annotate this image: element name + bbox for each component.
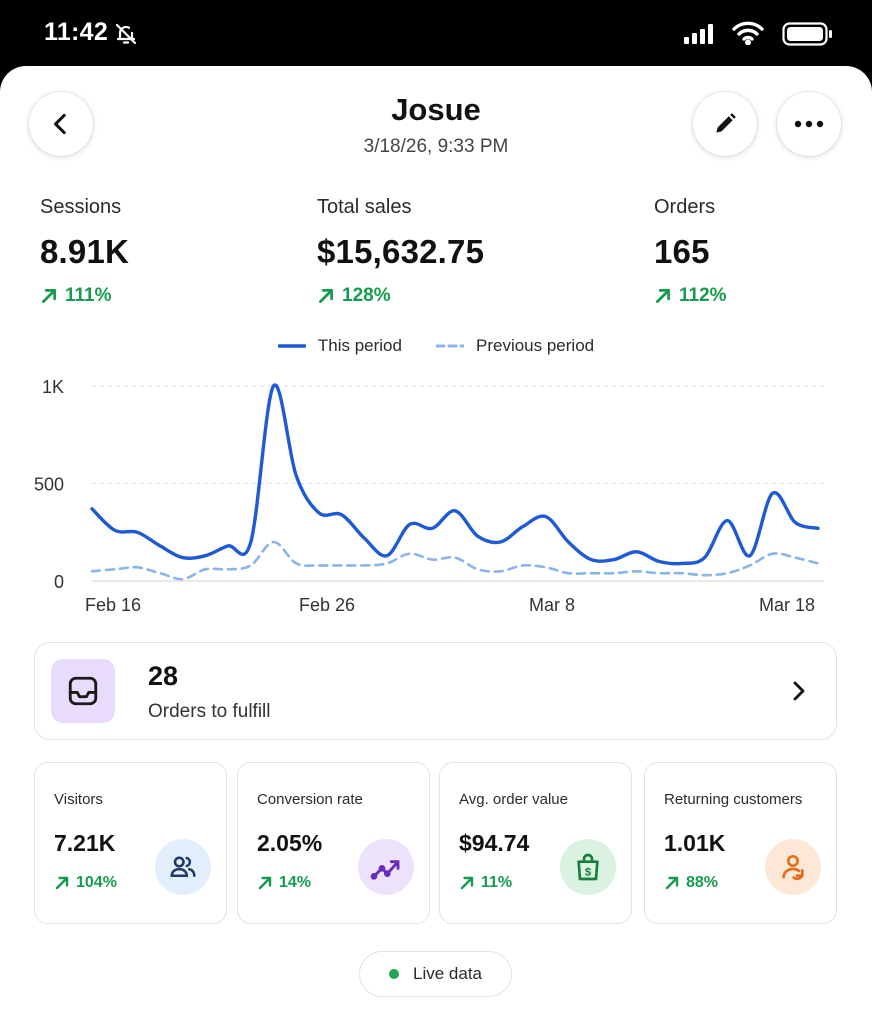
returning-user-icon (765, 839, 821, 895)
stat-value: 2.05% (257, 830, 323, 856)
back-button[interactable] (29, 92, 93, 156)
legend-swatch-solid (277, 344, 306, 348)
stat-card-visitors[interactable]: Visitors 7.21K 104% (34, 762, 227, 924)
stat-card-returning-customers[interactable]: Returning customers 1.01K 88% (644, 762, 837, 924)
metric-label: Total sales (317, 196, 412, 218)
live-data-indicator[interactable]: Live data (359, 951, 512, 997)
stat-change-value: 88% (686, 874, 719, 891)
y-tick-label: 500 (34, 475, 64, 495)
stat-label: Returning customers (664, 791, 803, 808)
arrow-up-right-icon (55, 876, 69, 890)
metric-orders[interactable]: Orders 165 112% (654, 196, 727, 307)
metric-change-value: 112% (679, 285, 727, 306)
stat-value: $94.74 (459, 830, 530, 856)
x-tick-label: Mar 8 (529, 595, 575, 615)
series-line-this-period (90, 383, 820, 566)
arrow-up-right-icon (42, 289, 56, 303)
metric-sessions[interactable]: Sessions 8.91K 111% (40, 196, 129, 307)
arrow-up-right-icon (258, 876, 272, 890)
battery-icon (782, 22, 834, 51)
inbox-icon (51, 659, 115, 723)
svg-text:$: $ (585, 866, 592, 878)
live-status-dot (389, 969, 399, 979)
page-title: Josue (391, 92, 481, 127)
legend-item-this-period[interactable]: This period (277, 336, 402, 356)
status-time: 11:42 (44, 18, 109, 46)
x-tick-label: Feb 16 (85, 595, 141, 615)
stat-label: Conversion rate (257, 791, 363, 808)
x-tick-label: Mar 18 (759, 595, 815, 615)
stat-change: 14% (257, 874, 311, 892)
y-tick-label: 1K (42, 377, 64, 397)
chevron-left-icon (54, 113, 66, 135)
signal-icon (684, 24, 716, 49)
fulfill-count: 28 (148, 661, 179, 691)
users-icon (155, 839, 211, 895)
legend-label: Previous period (475, 336, 595, 355)
metric-change-value: 111% (65, 285, 112, 306)
page-subtitle: 3/18/26, 9:33 PM (363, 136, 509, 157)
metric-value: $15,632.75 (317, 233, 485, 270)
metric-label: Sessions (40, 196, 122, 218)
stat-change: 88% (664, 874, 718, 892)
sessions-line-chart[interactable]: 0 500 1K Feb 16 Feb 26 Mar 8 Mar 18 (0, 356, 872, 626)
wifi-icon (732, 21, 764, 50)
metric-value: 165 (654, 233, 710, 270)
stat-label: Avg. order value (459, 791, 568, 808)
metric-label: Orders (654, 196, 716, 218)
arrow-up-right-icon (656, 289, 670, 303)
stat-change-value: 104% (76, 874, 117, 891)
edit-button[interactable] (693, 92, 757, 156)
stat-change: 11% (459, 874, 512, 892)
legend-swatch-dashed (435, 344, 464, 348)
live-data-label: Live data (413, 964, 482, 983)
report-sheet: Josue 3/18/26, 9:33 PM Sessions 8.91K 11… (0, 66, 872, 1024)
fulfill-label: Orders to fulfill (148, 701, 271, 722)
stat-value: 1.01K (664, 830, 726, 856)
stat-change-value: 11% (481, 874, 513, 891)
metric-change: 111% (40, 285, 129, 307)
more-horizontal-icon (794, 120, 824, 128)
stat-label: Visitors (54, 791, 103, 808)
pencil-icon (716, 113, 736, 133)
stat-card-avg-order-value[interactable]: Avg. order value $94.74 11% $ (439, 762, 632, 924)
legend-item-previous-period[interactable]: Previous period (435, 336, 595, 356)
orders-to-fulfill-card[interactable]: 28 Orders to fulfill (34, 642, 837, 740)
trend-up-icon (358, 839, 414, 895)
metric-change: 128% (317, 285, 484, 307)
stat-value: 7.21K (54, 830, 116, 856)
metric-change-value: 128% (342, 285, 391, 306)
stat-change: 104% (54, 874, 117, 892)
chevron-right-icon (788, 679, 810, 708)
arrow-up-right-icon (665, 876, 679, 890)
chart-legend: This period Previous period (0, 336, 872, 356)
arrow-up-right-icon (460, 876, 474, 890)
metric-total-sales[interactable]: Total sales $15,632.75 128% (317, 196, 484, 307)
stat-card-conversion-rate[interactable]: Conversion rate 2.05% 14% (237, 762, 430, 924)
x-tick-label: Feb 26 (299, 595, 355, 615)
series-line-previous-period (90, 540, 820, 581)
metric-value: 8.91K (40, 233, 130, 270)
metric-change: 112% (654, 285, 727, 307)
more-button[interactable] (777, 92, 841, 156)
shopping-bag-dollar-icon: $ (560, 839, 616, 895)
arrow-up-right-icon (319, 289, 333, 303)
status-bar: 11:42 (0, 0, 872, 68)
legend-label: This period (317, 336, 402, 355)
bell-muted-icon (114, 22, 138, 51)
stat-change-value: 14% (279, 874, 312, 891)
y-tick-label: 0 (54, 572, 64, 592)
